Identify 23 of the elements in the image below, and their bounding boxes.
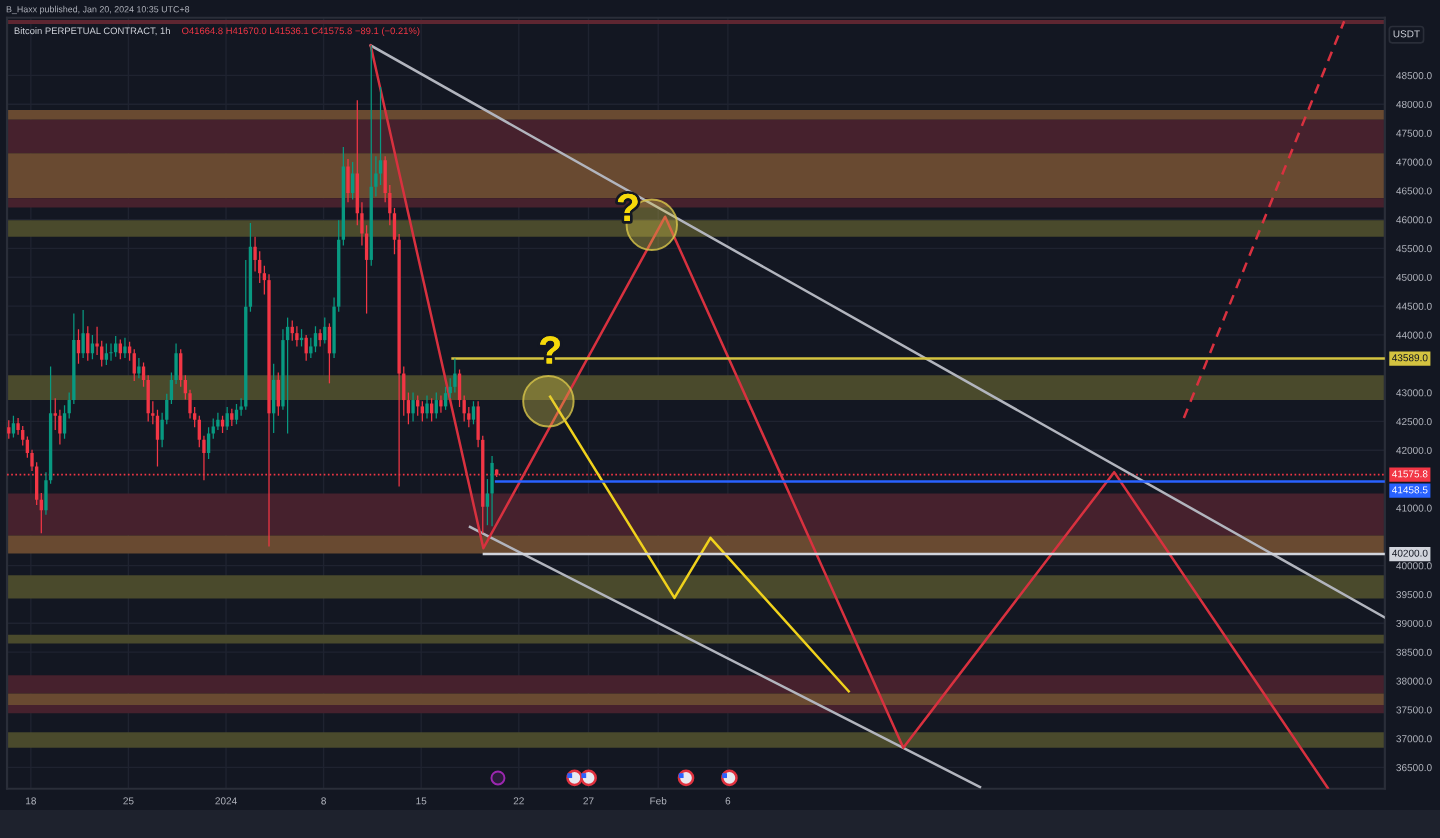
candlestick <box>123 337 127 359</box>
candlestick <box>104 342 109 366</box>
candlestick <box>216 412 220 431</box>
candlestick <box>137 357 141 379</box>
candlestick <box>471 400 476 425</box>
candlestick <box>411 391 415 423</box>
candlestick <box>420 400 425 423</box>
candlestick <box>346 158 350 203</box>
candlestick <box>132 348 136 382</box>
candlestick <box>81 309 85 359</box>
annotation: ? <box>617 193 638 221</box>
candlestick <box>109 342 113 362</box>
candlestick <box>225 406 229 431</box>
candlestick <box>295 325 299 348</box>
candlestick <box>439 394 443 414</box>
line-series <box>369 44 1330 789</box>
candlestick <box>234 403 239 425</box>
candlestick <box>425 394 429 420</box>
candlestick <box>453 357 457 394</box>
candlestick <box>11 415 16 439</box>
candlestick <box>350 161 355 201</box>
candlestick <box>490 455 494 527</box>
candlestick <box>318 328 322 348</box>
